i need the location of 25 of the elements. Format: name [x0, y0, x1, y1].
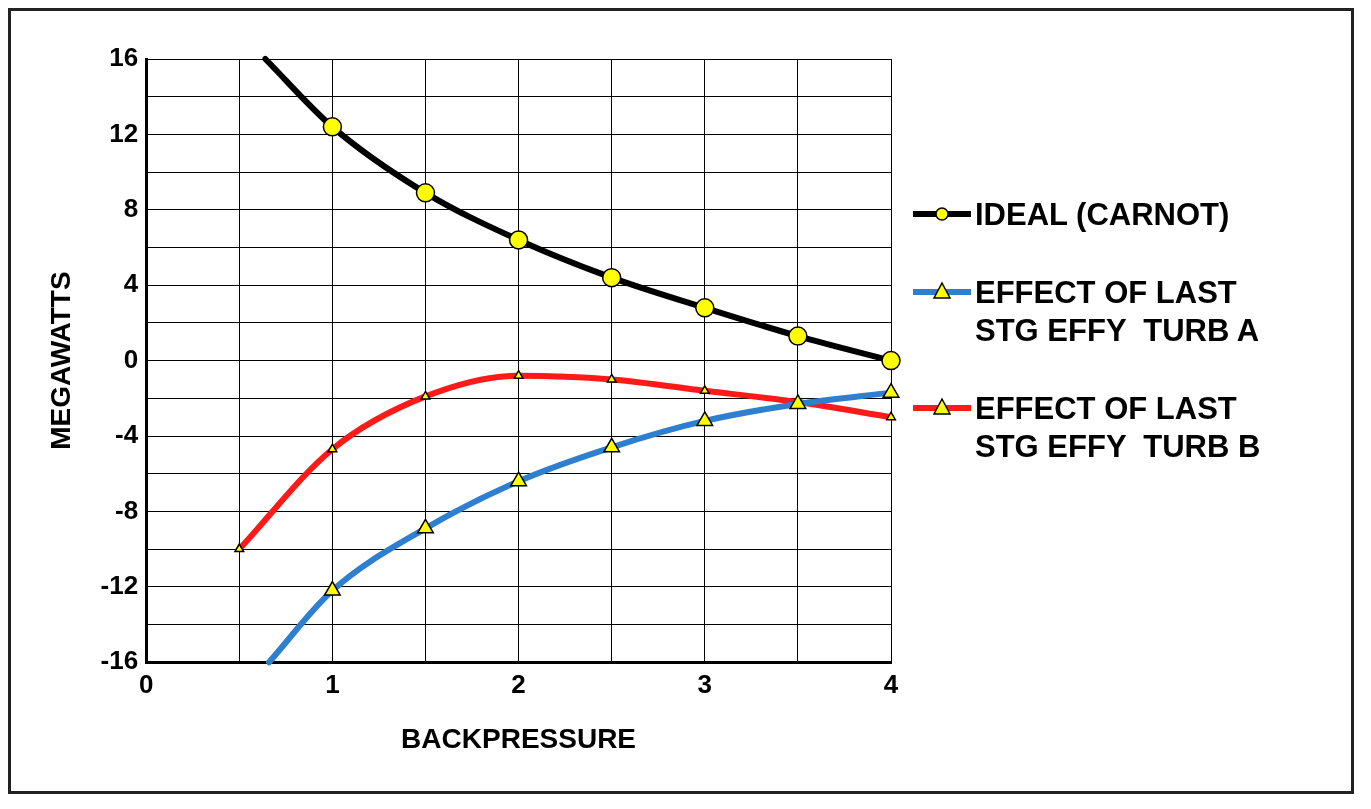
y-tick-label: 8 — [123, 192, 139, 223]
legend-label: EFFECT OF LAST STG EFFY TURB A — [975, 274, 1261, 350]
y-tick-label: 12 — [109, 117, 139, 148]
y-tick-label: -12 — [100, 569, 139, 600]
point — [695, 298, 715, 318]
x-tick-label: 1 — [325, 668, 340, 699]
legend-label: IDEAL (CARNOT) — [975, 196, 1231, 234]
y-tick-label: 0 — [123, 343, 139, 374]
y-axis-title: MEGAWATTS — [44, 271, 76, 450]
y-tick-label: -4 — [115, 419, 139, 450]
legend-label: EFFECT OF LAST STG EFFY TURB B — [975, 390, 1262, 466]
y-tick-label: 16 — [109, 42, 139, 73]
x-tick-label: 2 — [511, 668, 526, 699]
y-tick-label: -16 — [100, 645, 139, 676]
point — [508, 230, 529, 250]
point — [415, 183, 436, 203]
y-tick-label: -8 — [115, 494, 139, 525]
point — [881, 350, 901, 371]
x-tick-label: 3 — [697, 668, 713, 699]
x-axis-title: BACKPRESSURE — [401, 722, 637, 754]
x-tick-label: 4 — [883, 668, 899, 699]
point — [601, 267, 622, 288]
y-tick-label: 4 — [123, 268, 139, 299]
point — [788, 326, 808, 346]
point — [322, 117, 343, 137]
